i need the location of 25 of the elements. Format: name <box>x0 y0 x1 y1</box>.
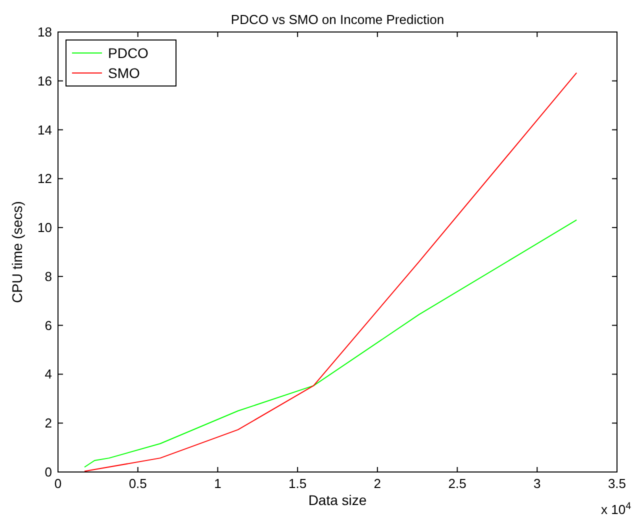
y-tick-label: 14 <box>38 122 52 138</box>
y-axis-title: CPU time (secs) <box>9 201 25 303</box>
x-tick-label: 0 <box>54 476 62 491</box>
y-tick-label: 8 <box>44 268 52 284</box>
line-series <box>84 219 578 468</box>
y-tick-label: 6 <box>44 318 52 333</box>
x-tick-label: 3 <box>534 476 541 491</box>
x-tick-label: 1.5 <box>288 476 307 491</box>
y-tick-label: 16 <box>38 73 52 88</box>
y-tick-label: 18 <box>38 24 52 40</box>
legend-label: SMO <box>108 65 140 81</box>
text: x 10$^{4}$ <box>600 500 632 517</box>
y-tick-label: 4 <box>44 366 52 382</box>
y-tick-label: 10 <box>38 220 52 236</box>
x-tick-label: 3.5 <box>608 476 626 491</box>
chart-title: PDCO vs SMO on Income Prediction <box>230 12 444 27</box>
legend-label: PDCO <box>108 45 149 61</box>
x-tick-label: 0.5 <box>128 476 147 491</box>
y-tick-label: 0 <box>44 464 52 480</box>
x-tick-label: 2.5 <box>448 476 466 491</box>
x-tick-label: 2 <box>374 476 382 491</box>
x-tick-label: 1 <box>214 476 222 491</box>
y-tick-label: 12 <box>38 171 52 186</box>
x-axis-title: Data size <box>308 492 367 508</box>
y-tick-label: 2 <box>44 416 52 431</box>
